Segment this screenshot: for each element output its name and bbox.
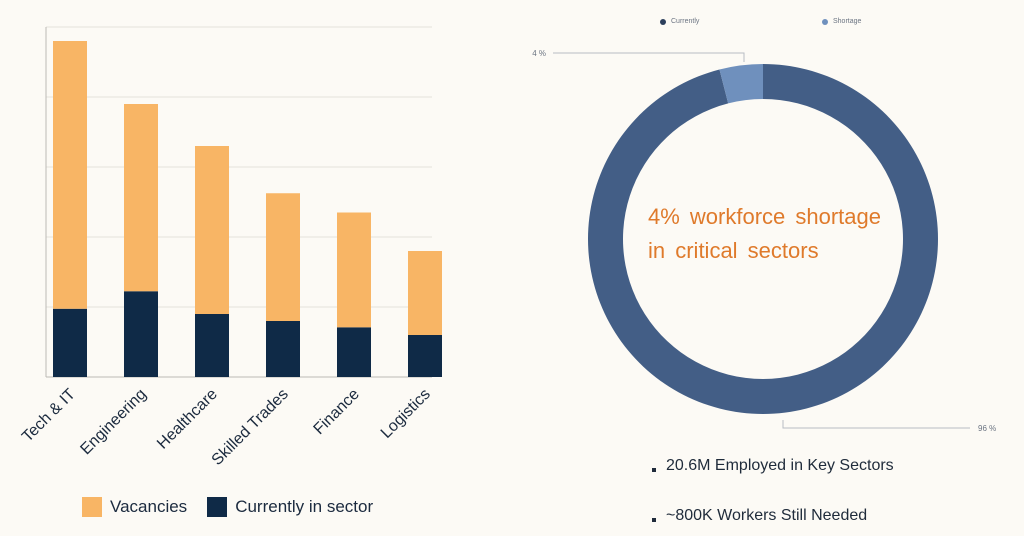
center-text-line-1: 4% workforce shortage (648, 204, 881, 229)
bar-logistics-currently-in-sector (408, 335, 442, 377)
donut-center-text: 4% workforce shortage in critical sector… (648, 200, 881, 268)
slice-label-currently: 96 % (978, 424, 996, 433)
bar-healthcare-vacancies (195, 146, 229, 314)
stats-list: 20.6M Employed in Key Sectors ~800K Work… (652, 455, 894, 527)
bar-healthcare-currently-in-sector (195, 314, 229, 377)
donut-legend-label-shortage: Shortage (833, 18, 862, 25)
bar-skilled-trades-vacancies (266, 193, 300, 321)
donut-legend-dot-currently (660, 18, 666, 25)
donut-legend-item-shortage: Shortage (822, 18, 861, 25)
legend-item-currently-in-sector: Currently in sector (207, 497, 373, 517)
bar-skilled-trades-currently-in-sector (266, 321, 300, 377)
bar-engineering-currently-in-sector (124, 291, 158, 377)
donut-legend-label-currently: Currently (671, 18, 700, 25)
bar-logistics-vacancies (408, 251, 442, 335)
bar-engineering-vacancies (124, 104, 158, 292)
bar-chart-legend: Vacancies Currently in sector (82, 497, 381, 517)
bar-tech-and-it-vacancies (53, 41, 87, 309)
bar-finance-vacancies (337, 212, 371, 328)
center-text-line-2: in critical sectors (648, 238, 819, 263)
stat-item-needed: ~800K Workers Still Needed (652, 505, 894, 527)
donut-legend-dot-shortage (822, 18, 828, 25)
bullet-icon (652, 468, 656, 472)
bullet-icon (652, 518, 656, 522)
legend-swatch-currently-in-sector (207, 497, 228, 517)
bar-tech-and-it-currently-in-sector (53, 308, 87, 377)
stat-employed-text: 20.6M Employed in Key Sectors (666, 457, 894, 474)
donut-legend-item-currently: Currently (660, 18, 699, 25)
legend-label-currently-in-sector: Currently in sector (235, 497, 374, 516)
stat-item-employed: 20.6M Employed in Key Sectors (652, 455, 894, 477)
legend-item-vacancies: Vacancies (82, 497, 187, 517)
leader-line-shortage (553, 52, 745, 62)
stat-needed-text: ~800K Workers Still Needed (666, 507, 868, 524)
bar-finance-currently-in-sector (337, 327, 371, 377)
legend-label-vacancies: Vacancies (110, 497, 188, 516)
leader-line-currently (782, 420, 970, 429)
donut-slice-shortage (719, 64, 763, 104)
slice-label-shortage: 4 % (532, 49, 546, 58)
legend-swatch-vacancies (82, 497, 102, 517)
